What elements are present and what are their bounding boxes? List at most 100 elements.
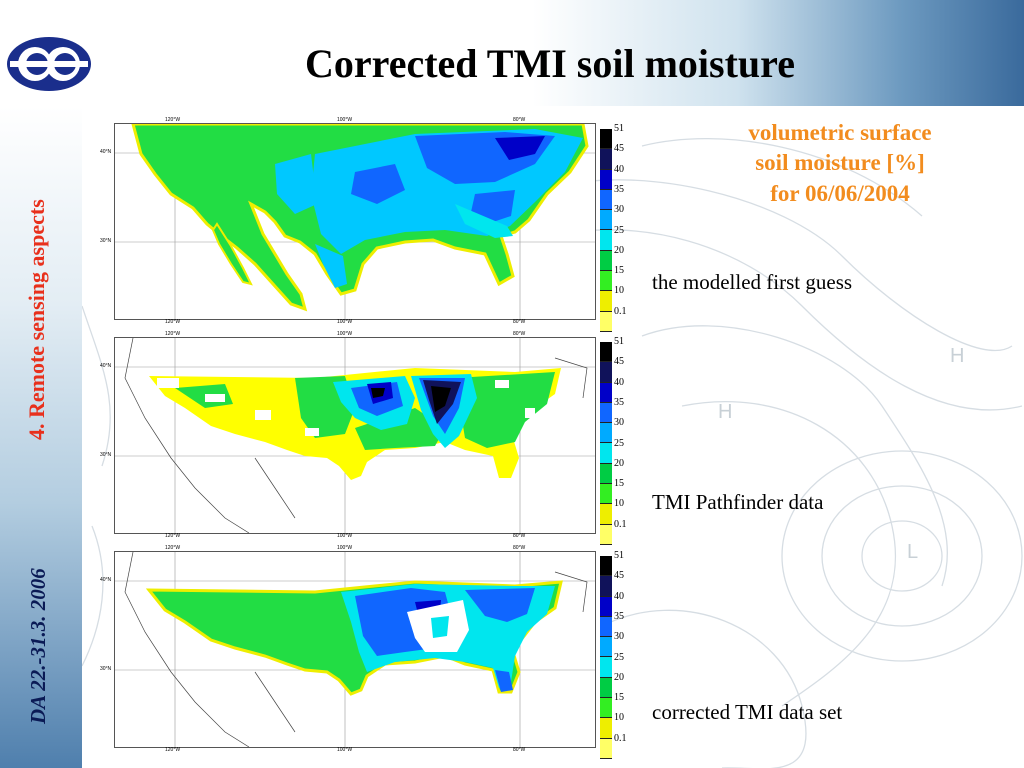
colorbar-label: 25 xyxy=(614,651,624,663)
map-panel-corrected-tmi xyxy=(114,551,596,748)
colorbar-label: 40 xyxy=(614,590,624,602)
colorbar-swatch xyxy=(600,718,612,739)
colorbar-swatch xyxy=(600,423,612,444)
lon-label: 80°W xyxy=(513,319,526,325)
colorbar-label: 20 xyxy=(614,244,624,256)
colorbar-swatch xyxy=(600,189,612,211)
slide-title: Corrected TMI soil moisture xyxy=(305,41,795,86)
colorbar-label: 45 xyxy=(614,356,624,368)
colorbar-swatch xyxy=(600,311,612,332)
colorbar-swatch xyxy=(600,291,612,312)
colorbar-swatch xyxy=(600,576,612,597)
lon-label: 80°W xyxy=(513,747,526,753)
colorbar-label: 35 xyxy=(614,396,624,408)
caption-corrected-tmi: corrected TMI data set xyxy=(652,700,843,724)
colorbar-label: 0.1 xyxy=(614,518,627,530)
lon-label: 120°W xyxy=(165,319,181,325)
colorbar-label: 10 xyxy=(614,498,624,510)
legend-title-line: soil moisture [%] xyxy=(755,150,925,176)
colorbar-swatch xyxy=(600,524,612,545)
lon-label: 120°W xyxy=(165,331,181,337)
colorbar-swatch xyxy=(600,382,612,403)
colorbar-swatch xyxy=(600,484,612,505)
lat-label: 40°N xyxy=(100,577,112,583)
colorbar-label: 10 xyxy=(614,285,624,297)
colorbar-label: 35 xyxy=(614,183,624,195)
lon-label: 100°W xyxy=(337,545,353,551)
colorbar-swatch xyxy=(600,342,612,363)
lat-label: 30°N xyxy=(100,452,112,458)
colorbar-label: 51 xyxy=(614,123,624,134)
lon-label: 80°W xyxy=(513,331,526,337)
lat-label: 30°N xyxy=(100,238,112,244)
colorbar-label: 30 xyxy=(614,417,624,429)
lat-label: 40°N xyxy=(100,149,112,155)
colorbar-swatch xyxy=(600,637,612,658)
colorbar-swatch xyxy=(600,677,612,699)
colorbar-swatch xyxy=(600,362,612,383)
colorbar-swatch xyxy=(600,556,612,577)
background-weather-map: H H L xyxy=(82,138,1023,768)
map-panel-first-guess xyxy=(114,123,596,320)
colorbar-label: 0.1 xyxy=(614,305,627,317)
colorbar-label: 51 xyxy=(614,336,624,347)
lon-label: 80°W xyxy=(513,117,526,123)
legend-title-line: volumetric surface xyxy=(748,120,932,145)
lon-label: 100°W xyxy=(337,117,353,123)
colorbar-swatch xyxy=(600,250,612,272)
colorbar-swatch xyxy=(600,230,612,251)
lat-label: 40°N xyxy=(100,363,112,369)
colorbar-label: 40 xyxy=(614,376,624,388)
colorbar-swatch xyxy=(600,402,612,424)
legend-title: volumetric surface soil moisture [%] for… xyxy=(690,118,990,209)
colorbar-label: 30 xyxy=(614,204,624,216)
colorbar-swatch xyxy=(600,129,612,150)
colorbar-label: 30 xyxy=(614,631,624,643)
colorbar-swatch xyxy=(600,149,612,170)
colorbar-swatch xyxy=(600,738,612,759)
svg-text:H: H xyxy=(950,345,964,367)
caption-tmi-pathfinder: TMI Pathfinder data xyxy=(652,490,824,514)
colorbar-swatch xyxy=(600,504,612,525)
colorbar-swatch xyxy=(600,443,612,464)
sidebar xyxy=(0,106,82,768)
colorbar-swatch xyxy=(600,210,612,231)
lon-label: 100°W xyxy=(337,533,353,539)
colorbar-swatch xyxy=(600,657,612,678)
map-panel-tmi-pathfinder xyxy=(114,337,596,534)
legend-title-line: for 06/06/2004 xyxy=(770,180,910,206)
colorbar-label: 25 xyxy=(614,224,624,236)
colorbar-swatch xyxy=(600,698,612,719)
colorbar-label: 15 xyxy=(614,478,624,490)
lon-label: 80°W xyxy=(513,533,526,539)
lon-label: 120°W xyxy=(165,747,181,753)
sidebar-date: DA 22.-31.3. 2006 xyxy=(26,568,50,724)
colorbar xyxy=(600,342,612,545)
colorbar-swatch xyxy=(600,271,612,292)
header-bar xyxy=(0,0,1024,106)
colorbar-swatch xyxy=(600,616,612,638)
colorbar-label: 10 xyxy=(614,712,624,724)
lon-label: 100°W xyxy=(337,319,353,325)
colorbar-label: 0.1 xyxy=(614,732,627,744)
colorbar-label: 45 xyxy=(614,143,624,155)
lon-label: 120°W xyxy=(165,533,181,539)
colorbar-label: 20 xyxy=(614,671,624,683)
lon-label: 120°W xyxy=(165,545,181,551)
colorbar xyxy=(600,556,612,759)
colorbar-swatch xyxy=(600,169,612,190)
colorbar-label: 45 xyxy=(614,570,624,582)
colorbar-swatch xyxy=(600,463,612,485)
svg-text:H: H xyxy=(718,401,732,423)
colorbar-label: 15 xyxy=(614,265,624,277)
lat-label: 30°N xyxy=(100,666,112,672)
sidebar-topic: 4. Remote sensing aspects xyxy=(24,199,49,440)
lon-label: 100°W xyxy=(337,331,353,337)
colorbar xyxy=(600,129,612,332)
lon-label: 120°W xyxy=(165,117,181,123)
caption-first-guess: the modelled first guess xyxy=(652,270,853,294)
colorbar-label: 40 xyxy=(614,163,624,175)
colorbar-label: 51 xyxy=(614,550,624,561)
colorbar-label: 25 xyxy=(614,437,624,449)
colorbar-label: 35 xyxy=(614,610,624,622)
